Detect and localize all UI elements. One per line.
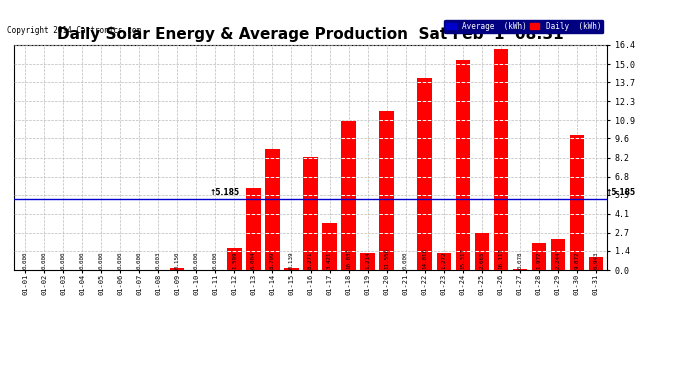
Text: 1.272: 1.272	[441, 252, 446, 269]
Bar	[589, 257, 603, 270]
Text: 1.214: 1.214	[365, 252, 370, 269]
Bar	[455, 60, 470, 270]
Text: 8.799: 8.799	[270, 252, 275, 269]
Bar	[437, 252, 451, 270]
Text: 1.972: 1.972	[536, 252, 541, 269]
Text: 0.000: 0.000	[41, 252, 47, 269]
Text: 0.000: 0.000	[403, 252, 408, 269]
Text: 0.078: 0.078	[518, 252, 522, 269]
Bar	[342, 122, 355, 270]
Text: 0.139: 0.139	[289, 252, 294, 269]
Text: 0.000: 0.000	[23, 252, 28, 269]
Text: 3.421: 3.421	[327, 252, 332, 269]
Bar	[570, 135, 584, 270]
Text: 14.016: 14.016	[422, 248, 427, 269]
Text: 2.244: 2.244	[555, 252, 560, 269]
Bar	[360, 254, 375, 270]
Text: 0.000: 0.000	[213, 252, 218, 269]
Text: 0.000: 0.000	[118, 252, 123, 269]
Bar	[227, 248, 242, 270]
Text: 0.000: 0.000	[80, 252, 85, 269]
Bar	[513, 269, 527, 270]
Bar	[246, 188, 261, 270]
Bar	[531, 243, 546, 270]
Text: 16.112: 16.112	[498, 248, 503, 269]
Bar	[284, 268, 299, 270]
Text: 6.004: 6.004	[251, 252, 256, 269]
Text: 11.556: 11.556	[384, 248, 389, 269]
Bar	[475, 233, 489, 270]
Text: Copyright 2014 Cartronics.com: Copyright 2014 Cartronics.com	[7, 26, 141, 35]
Text: 2.665: 2.665	[479, 252, 484, 269]
Text: 8.271: 8.271	[308, 252, 313, 269]
Text: ↑5.185: ↑5.185	[605, 188, 635, 197]
Text: 15.317: 15.317	[460, 248, 465, 269]
Title: Daily Solar Energy & Average Production  Sat Feb  1  08:31: Daily Solar Energy & Average Production …	[57, 27, 564, 42]
Bar	[304, 156, 317, 270]
Text: 0.000: 0.000	[194, 252, 199, 269]
Bar	[322, 223, 337, 270]
Bar	[493, 49, 508, 270]
Bar	[266, 149, 279, 270]
Text: 10.832: 10.832	[346, 248, 351, 269]
Text: 0.943: 0.943	[593, 252, 598, 269]
Text: 0.003: 0.003	[156, 252, 161, 269]
Text: 0.000: 0.000	[137, 252, 142, 269]
Text: 9.872: 9.872	[574, 252, 580, 269]
Text: ↑5.185: ↑5.185	[210, 188, 240, 197]
Text: 0.150: 0.150	[175, 252, 180, 269]
Bar	[380, 111, 394, 270]
Text: 0.000: 0.000	[61, 252, 66, 269]
Text: 0.000: 0.000	[99, 252, 103, 269]
Bar	[551, 239, 565, 270]
Text: 1.599: 1.599	[232, 252, 237, 269]
Legend: Average  (kWh), Daily  (kWh): Average (kWh), Daily (kWh)	[444, 20, 603, 33]
Bar	[170, 268, 184, 270]
Bar	[417, 78, 432, 270]
